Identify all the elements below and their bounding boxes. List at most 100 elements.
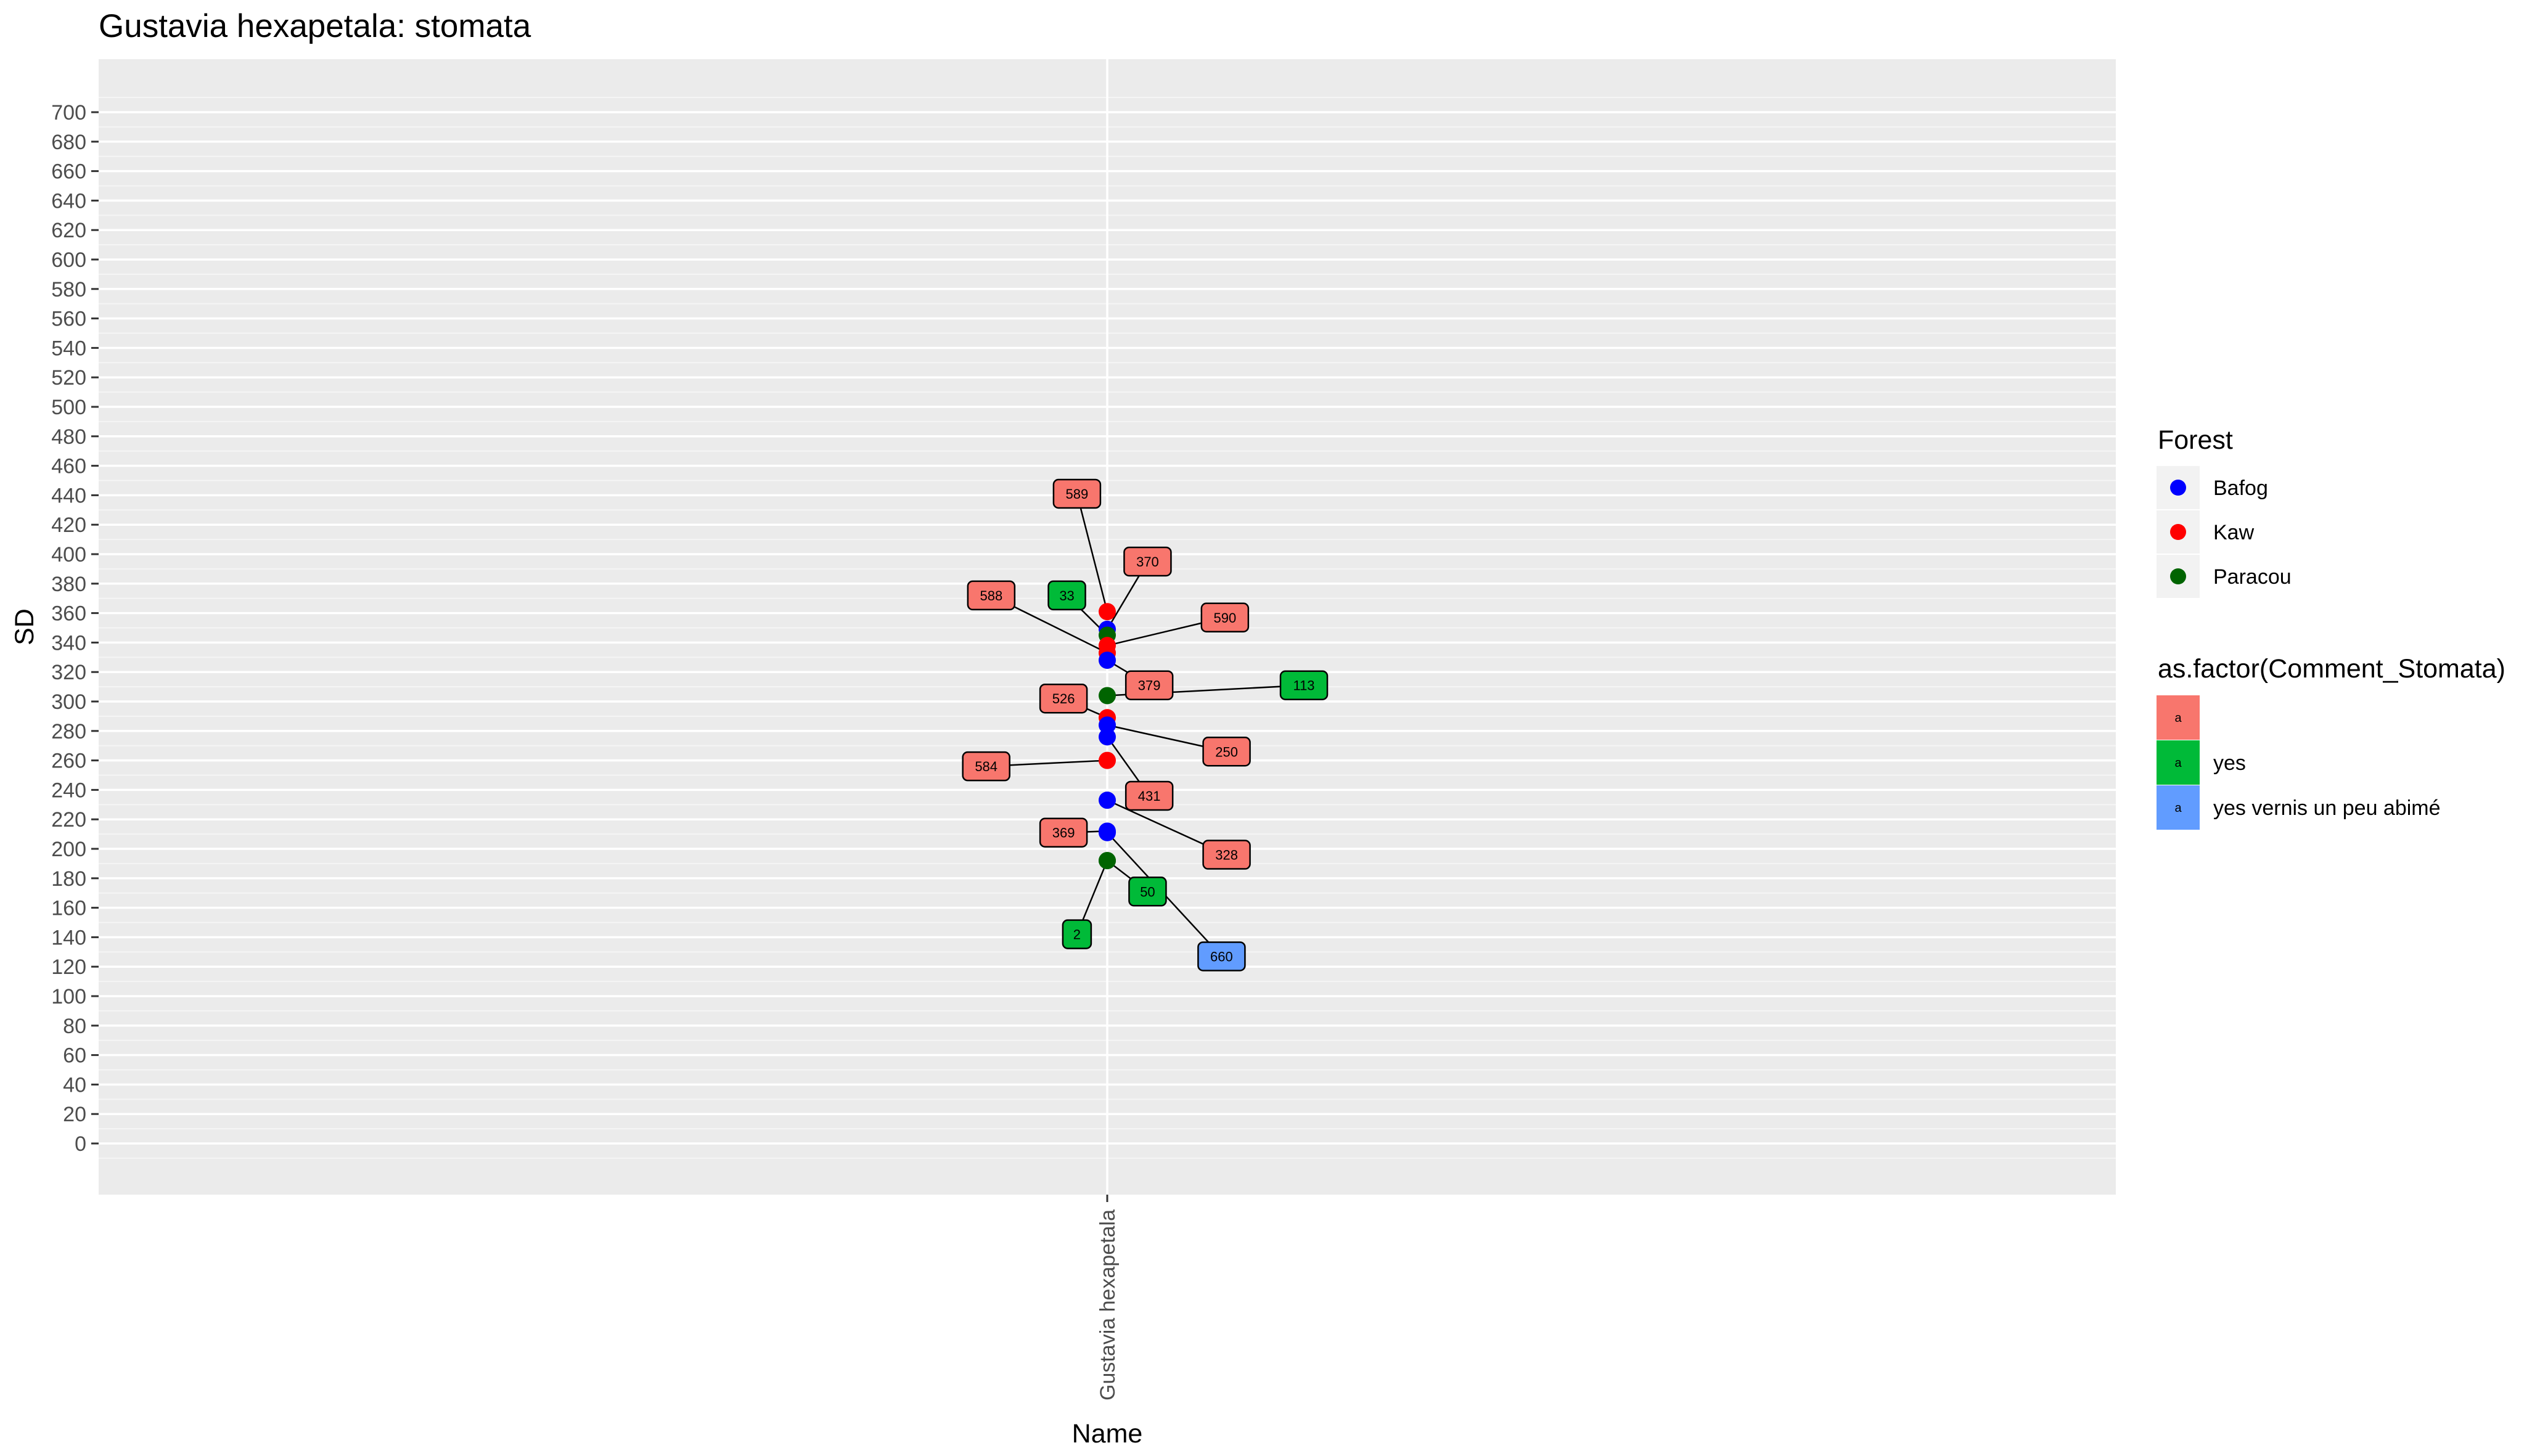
x-axis-title: Name [1072, 1419, 1143, 1449]
data-label-box [1279, 670, 1329, 700]
data-label: 113 [1293, 678, 1314, 693]
data-label: 50 [1140, 884, 1155, 899]
y-tick-label: 660 [51, 160, 86, 184]
y-tick-label: 580 [51, 278, 86, 301]
data-label-box [1123, 546, 1172, 577]
y-tick-label: 540 [51, 337, 86, 360]
leader-line [1076, 493, 1108, 612]
y-tick-label: 260 [51, 750, 86, 773]
chart-title: Gustavia hexapetala: stomata [99, 8, 531, 44]
legend-key-swatch [2157, 785, 2200, 830]
data-point [1099, 751, 1116, 769]
data-label: 379 [1138, 678, 1161, 693]
y-tick-label: 520 [51, 366, 86, 390]
y-tick-label: 340 [51, 631, 86, 655]
data-point [1099, 652, 1116, 669]
y-axis: 0 20 40 60 80 100 120 140 160 180 200 220 240 260 280 3… [51, 101, 99, 1156]
legend-key-point [2170, 524, 2186, 540]
y-tick-label: 640 [51, 189, 86, 213]
legend-label: Kaw [2213, 521, 2255, 544]
y-tick-label: 300 [51, 690, 86, 714]
legend-forest: Forest Bafog Kaw Paracou [2157, 425, 2292, 598]
data-label-box [1197, 941, 1246, 971]
y-tick-label: 280 [51, 720, 86, 743]
data-label: 431 [1138, 788, 1161, 804]
data-label: 589 [1066, 486, 1089, 502]
y-tick-label: 120 [51, 955, 86, 979]
legend-key-letter: a [2174, 801, 2182, 815]
y-tick-label: 360 [51, 602, 86, 626]
data-label-box [1052, 478, 1102, 509]
data-label-box [1047, 580, 1086, 611]
y-tick-label: 200 [51, 838, 86, 861]
data-label: 250 [1215, 744, 1238, 759]
y-tick-label: 60 [63, 1044, 86, 1068]
data-label-box [1200, 602, 1250, 633]
legend-label: yes [2213, 751, 2246, 775]
y-tick-label: 480 [51, 425, 86, 449]
y-tick-label: 440 [51, 484, 86, 507]
legend-comment: as.factor(Comment_Stomata) a a yes a yes ver… [2157, 654, 2505, 830]
legend-key-point [2170, 568, 2186, 584]
y-tick-label: 320 [51, 661, 86, 684]
y-tick-label: 160 [51, 897, 86, 920]
data-point [1099, 603, 1116, 621]
legend-label: yes vernis un peu abimé [2213, 796, 2441, 820]
y-tick-label: 420 [51, 513, 86, 537]
data-label: 33 [1059, 588, 1074, 603]
y-tick-label: 680 [51, 131, 86, 154]
y-tick-label: 40 [63, 1073, 86, 1097]
y-tick-label: 0 [75, 1132, 86, 1156]
y-tick-label: 380 [51, 573, 86, 596]
data-point [1099, 852, 1116, 870]
y-tick-label: 500 [51, 396, 86, 419]
data-label-box [1124, 670, 1174, 700]
data-label-box [967, 580, 1016, 611]
data-label-box [1039, 683, 1088, 714]
data-label: 2 [1073, 927, 1081, 943]
data-point [1099, 687, 1116, 705]
legend-key-point [2170, 480, 2186, 496]
data-label-box [962, 751, 1010, 782]
y-tick-label: 600 [51, 248, 86, 272]
data-label-box [1062, 919, 1092, 949]
legend-comment-title: as.factor(Comment_Stomata) [2158, 654, 2505, 684]
y-tick-label: 560 [51, 308, 86, 331]
y-tick-label: 180 [51, 867, 86, 891]
data-label-box [1202, 840, 1251, 870]
data-label: 590 [1214, 610, 1237, 626]
y-axis-title: SD [10, 608, 39, 645]
data-label-box [1128, 877, 1167, 907]
legend-key-letter: a [2174, 711, 2182, 725]
data-label: 526 [1052, 691, 1075, 706]
data-label: 370 [1136, 554, 1159, 570]
y-tick-label: 700 [51, 101, 86, 125]
y-tick-label: 220 [51, 808, 86, 832]
legend-key-letter: a [2174, 756, 2182, 770]
data-label: 660 [1210, 949, 1233, 964]
y-tick-label: 140 [51, 926, 86, 949]
data-label-box [1124, 780, 1174, 811]
y-tick-label: 20 [63, 1103, 86, 1126]
data-label: 328 [1215, 848, 1238, 863]
data-label: 584 [975, 759, 997, 774]
data-point [1099, 791, 1116, 809]
data-label-box [1202, 737, 1251, 767]
x-tick-label: Gustavia hexapetala [1096, 1209, 1120, 1401]
legend-key-swatch [2157, 740, 2200, 785]
y-tick-label: 240 [51, 779, 86, 802]
y-tick-label: 100 [51, 985, 86, 1008]
y-tick-label: 400 [51, 543, 86, 566]
data-label: 588 [980, 588, 1003, 603]
data-label: 369 [1052, 825, 1075, 841]
gridlines [99, 59, 2116, 1195]
data-point [1099, 728, 1116, 746]
y-tick-label: 80 [63, 1015, 86, 1038]
legend-label: Paracou [2213, 565, 2292, 589]
y-tick-label: 620 [51, 219, 86, 242]
legend-key-swatch [2157, 695, 2200, 740]
legend-label: Bafog [2213, 476, 2268, 500]
x-axis: Gustavia hexapetala [1096, 1195, 1120, 1401]
